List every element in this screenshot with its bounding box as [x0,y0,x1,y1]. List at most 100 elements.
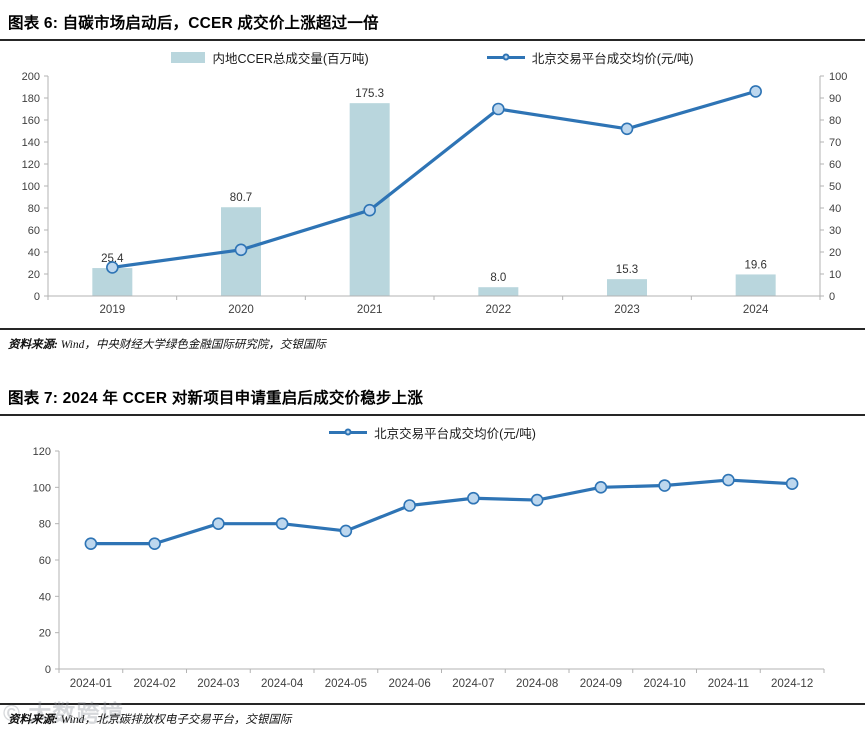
right-axis-tick-label: 70 [829,137,841,149]
price-marker-2022 [492,102,505,116]
source-text: Wind，北京碳排放权电子交易平台，交银国际 [57,714,292,726]
figure7-legend: 北京交易平台成交均价(元/吨) [0,423,865,442]
figure-7: 图表 7: 2024 年 CCER 对新项目申请重启后成交价稳步上涨 北京交易平… [0,358,865,733]
right-axis-tick-label: 50 [829,181,841,193]
right-axis-tick-label: 0 [829,291,835,303]
right-axis-tick-label: 10 [829,269,841,281]
price-marker-2023 [620,122,634,136]
bar-2023 [607,279,647,296]
bar-value-label-2020: 80.7 [230,192,252,204]
left-axis-tick-label: 40 [28,247,40,259]
price-line [110,89,758,269]
price-marker-2020 [234,243,248,257]
left-axis-tick-label: 100 [22,181,40,193]
figure7-title: 图表 7: 2024 年 CCER 对新项目申请重启后成交价稳步上涨 [8,390,424,407]
price-marker-2024-11 [722,473,735,487]
y-axis-tick-label: 120 [33,446,51,458]
x-axis-label-2022: 2022 [486,304,512,316]
legend-label-ccer-volume: 内地CCER总成交量(百万吨) [212,51,369,66]
right-axis-tick-label: 90 [829,93,841,105]
source-prefix: 资料来源: [8,714,58,726]
figure6-title: 图表 6: 自碳市场启动后，CCER 成交价上涨超过一倍 [8,15,379,32]
line-marker-icon [502,53,510,61]
right-axis-tick-label: 30 [829,225,841,237]
price-marker-2024-12 [785,477,799,491]
figure6-legend: 内地CCER总成交量(百万吨) 北京交易平台成交均价(元/吨) [0,48,865,67]
legend-item-beijing-price: 北京交易平台成交均价(元/吨) [329,423,536,442]
price-marker-2024-07 [467,491,480,505]
bar-value-label-2023: 15.3 [616,264,638,276]
x-axis-label-2024-06: 2024-06 [389,678,431,690]
x-axis-label-2024-07: 2024-07 [452,678,494,690]
x-axis-label-2024-08: 2024-08 [516,678,558,690]
figure-6: 图表 6: 自碳市场启动后，CCER 成交价上涨超过一倍 内地CCER总成交量(… [0,0,865,358]
source-prefix: 资料来源: [8,339,58,351]
price-marker-2024-06 [403,499,416,512]
price-marker-2024-04 [275,517,289,530]
x-axis-label-2024-01: 2024-01 [70,678,112,690]
bar-value-label-2021: 175.3 [355,88,384,100]
line-marker-icon [344,428,352,436]
price-marker-2024-08 [530,493,544,507]
right-axis-tick-label: 40 [829,203,841,215]
figure7-bottom-rule [0,703,865,705]
right-axis-tick-label: 20 [829,247,841,259]
left-axis-tick-label: 140 [22,137,40,149]
x-axis-label-2019: 2019 [100,304,126,316]
left-axis-tick-label: 180 [22,93,40,105]
x-axis-label-2024-02: 2024-02 [134,678,176,690]
y-axis-tick-label: 80 [39,519,51,531]
left-axis-tick-label: 120 [22,159,40,171]
price-marker-2019 [106,261,119,274]
legend-label-beijing-price: 北京交易平台成交均价(元/吨) [531,51,694,66]
figure6-bottom-rule [0,328,865,330]
bar-swatch-icon [171,51,206,63]
price-marker-2024 [749,85,762,98]
figure7-title-rule [0,414,865,416]
x-axis-label-2024-04: 2024-04 [261,678,304,690]
price-line [89,478,794,546]
y-axis-tick-label: 40 [39,591,51,603]
x-axis-label-2024-03: 2024-03 [197,678,239,690]
legend-item-ccer-volume: 内地CCER总成交量(百万吨) [171,48,369,67]
y-axis-tick-label: 60 [39,555,51,567]
source-text: Wind，中央财经大学绿色金融国际研究院，交银国际 [57,339,326,351]
figure7-source: 资料来源: Wind，北京碳排放权电子交易平台，交银国际 [0,705,865,733]
x-axis-label-2020: 2020 [228,304,254,316]
left-axis-tick-label: 0 [34,291,40,303]
right-axis-tick-label: 100 [829,71,847,83]
left-axis-tick-label: 60 [28,225,40,237]
y-axis-tick-label: 100 [33,482,51,494]
legend-item-beijing-price: 北京交易平台成交均价(元/吨) [486,48,694,67]
x-axis-label-2024-11: 2024-11 [708,678,749,690]
x-axis-label-2024-05: 2024-05 [325,678,367,690]
left-axis-tick-label: 80 [28,203,40,215]
legend-label-beijing-price: 北京交易平台成交均价(元/吨) [374,426,536,441]
price-marker-2024-10 [658,479,671,492]
bar-value-label-2019: 25.4 [101,253,124,265]
bar-2024 [735,274,776,296]
x-axis-label-2024-09: 2024-09 [580,678,622,690]
price-marker-2024-05 [339,524,353,538]
left-axis-tick-label: 20 [28,269,40,281]
bar-value-label-2022: 8.0 [490,272,506,284]
x-axis-label-2021: 2021 [357,304,383,316]
right-axis-tick-label: 60 [829,159,841,171]
bar-value-label-2024: 19.6 [744,259,766,271]
line-swatch-icon [329,428,368,436]
left-axis-tick-label: 160 [22,115,40,127]
x-axis-label-2024-10: 2024-10 [644,678,686,690]
bar-2022 [478,287,519,296]
price-marker-2024-09 [594,481,608,494]
y-axis-tick-label: 20 [39,628,51,640]
figure7-chart: 0 20 40 60 80 100 120 2024-01 2024-02 2024-03 2024… [33,446,825,690]
x-axis-label-2023: 2023 [614,304,640,316]
x-axis-label-2024: 2024 [743,304,769,316]
watermark: © 大数跨境 [3,700,125,726]
x-axis-label-2024-12: 2024-12 [771,678,813,690]
line-swatch-icon [486,53,525,61]
price-marker-2024-03 [212,517,225,530]
y-axis-tick-label: 0 [45,664,51,676]
left-axis-tick-label: 200 [22,71,40,83]
